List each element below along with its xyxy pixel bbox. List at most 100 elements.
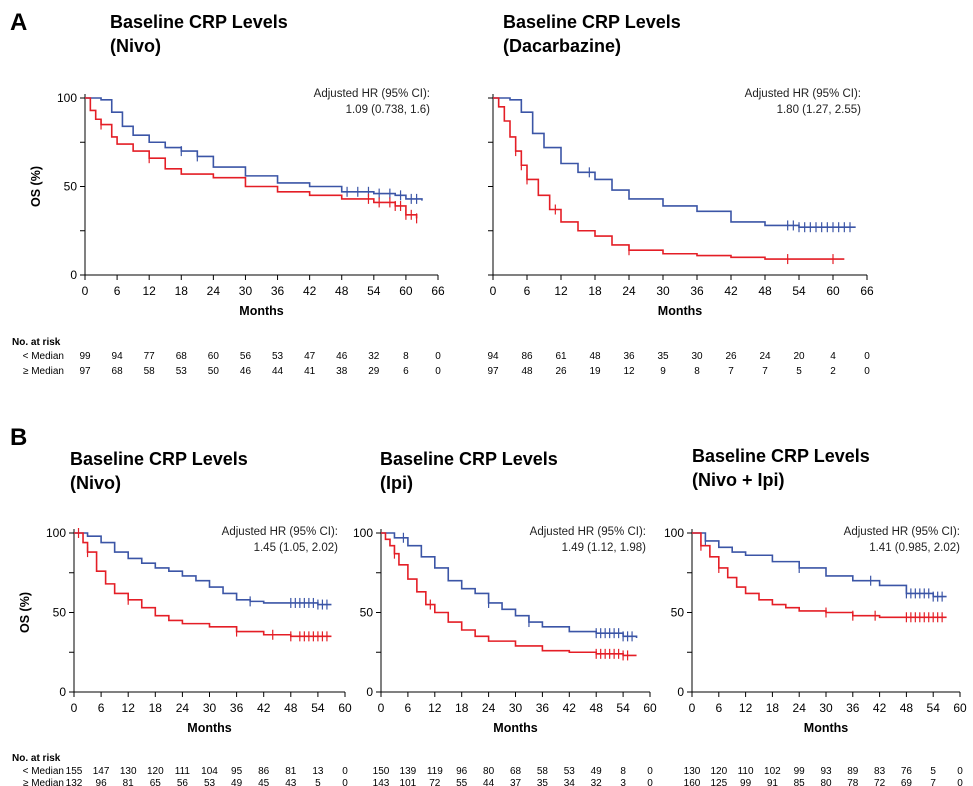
risk-count: 50 <box>208 366 220 377</box>
risk-count: 81 <box>285 766 297 777</box>
risk-count: 97 <box>79 366 91 377</box>
x-tick-label: 60 <box>953 701 967 715</box>
x-tick-label: 18 <box>766 701 780 715</box>
x-tick-label: 60 <box>826 284 840 298</box>
y-tick-label: 0 <box>677 685 684 699</box>
risk-count: 5 <box>796 366 802 377</box>
panel-title: Baseline CRP Levels <box>70 449 248 469</box>
x-axis-title: Months <box>187 721 231 735</box>
x-tick-label: 42 <box>563 701 577 715</box>
x-tick-label: 12 <box>122 701 136 715</box>
risk-count: 13 <box>312 766 324 777</box>
risk-table-header: No. at risk <box>12 753 61 764</box>
risk-count: 160 <box>684 778 701 786</box>
x-tick-label: 24 <box>793 701 807 715</box>
risk-count: 19 <box>589 366 601 377</box>
x-tick-label: 30 <box>819 701 833 715</box>
risk-count: 37 <box>510 778 522 786</box>
hr-value: 1.45 (1.05, 2.02) <box>254 542 339 554</box>
x-tick-label: 36 <box>230 701 244 715</box>
risk-count: 35 <box>537 778 549 786</box>
risk-count: 7 <box>930 778 936 786</box>
x-tick-label: 48 <box>758 284 772 298</box>
x-tick-label: 6 <box>524 284 531 298</box>
panel-subtitle: (Nivo + Ipi) <box>692 470 785 490</box>
x-tick-label: 42 <box>303 284 317 298</box>
risk-count: 0 <box>647 766 653 777</box>
x-tick-label: 60 <box>338 701 352 715</box>
risk-count: 8 <box>403 351 409 362</box>
risk-count: 32 <box>368 351 380 362</box>
y-tick-label: 100 <box>57 91 77 105</box>
survival-curve-below-median <box>74 532 332 606</box>
risk-count: 143 <box>373 778 390 786</box>
risk-count: 0 <box>342 766 348 777</box>
risk-count: 46 <box>336 351 348 362</box>
risk-count: 61 <box>555 351 567 362</box>
risk-count: 53 <box>204 778 216 786</box>
risk-count: 150 <box>373 766 390 777</box>
risk-count: 29 <box>368 366 380 377</box>
risk-count: 83 <box>874 766 886 777</box>
x-tick-label: 30 <box>509 701 523 715</box>
hr-label: Adjusted HR (95% CI): <box>844 526 960 538</box>
risk-count: 139 <box>400 766 417 777</box>
x-tick-label: 30 <box>239 284 253 298</box>
x-tick-label: 18 <box>149 701 163 715</box>
risk-count: 12 <box>623 366 635 377</box>
risk-count: 80 <box>483 766 495 777</box>
panel-title: Baseline CRP Levels <box>380 449 558 469</box>
risk-count: 7 <box>762 366 768 377</box>
panel-subtitle: (Nivo) <box>70 473 121 493</box>
risk-count: 85 <box>794 778 806 786</box>
hr-label: Adjusted HR (95% CI): <box>530 526 646 538</box>
risk-count: 125 <box>710 778 727 786</box>
risk-count: 38 <box>336 366 348 377</box>
panel-title: Baseline CRP Levels <box>503 12 681 32</box>
risk-count: 4 <box>830 351 836 362</box>
risk-count: 34 <box>564 778 576 786</box>
x-tick-label: 18 <box>588 284 602 298</box>
risk-count: 60 <box>208 351 220 362</box>
x-axis-title: Months <box>239 304 283 318</box>
risk-count: 93 <box>820 766 832 777</box>
risk-count: 9 <box>660 366 666 377</box>
y-tick-label: 100 <box>353 526 373 540</box>
x-tick-label: 24 <box>207 284 221 298</box>
risk-count: 99 <box>79 351 91 362</box>
risk-count: 147 <box>93 766 110 777</box>
risk-count: 0 <box>435 351 441 362</box>
risk-count: 48 <box>589 351 601 362</box>
risk-count: 72 <box>429 778 441 786</box>
x-tick-label: 60 <box>643 701 657 715</box>
risk-count: 68 <box>510 766 522 777</box>
risk-count: 47 <box>304 351 316 362</box>
x-tick-label: 42 <box>724 284 738 298</box>
panel-subtitle: (Ipi) <box>380 473 413 493</box>
hr-value: 1.49 (1.12, 1.98) <box>562 542 647 554</box>
x-tick-label: 54 <box>792 284 806 298</box>
x-tick-label: 18 <box>455 701 469 715</box>
risk-count: 80 <box>820 778 832 786</box>
x-tick-label: 12 <box>143 284 157 298</box>
risk-label-above-median: ≥ Median <box>23 778 64 786</box>
x-tick-label: 6 <box>98 701 105 715</box>
hr-label: Adjusted HR (95% CI): <box>745 88 861 100</box>
risk-count: 56 <box>177 778 189 786</box>
risk-count: 48 <box>521 366 533 377</box>
risk-count: 120 <box>147 766 164 777</box>
x-tick-label: 36 <box>690 284 704 298</box>
y-tick-label: 100 <box>46 526 66 540</box>
risk-count: 7 <box>728 366 734 377</box>
risk-count: 2 <box>830 366 836 377</box>
risk-count: 3 <box>620 778 626 786</box>
risk-label-above-median: ≥ Median <box>23 366 64 377</box>
risk-count: 26 <box>555 366 567 377</box>
risk-count: 58 <box>144 366 156 377</box>
survival-curve-below-median <box>493 97 856 229</box>
x-tick-label: 0 <box>71 701 78 715</box>
hr-value: 1.09 (0.738, 1.6) <box>346 104 431 116</box>
x-tick-label: 18 <box>175 284 189 298</box>
risk-count: 45 <box>258 778 270 786</box>
risk-count: 102 <box>764 766 781 777</box>
